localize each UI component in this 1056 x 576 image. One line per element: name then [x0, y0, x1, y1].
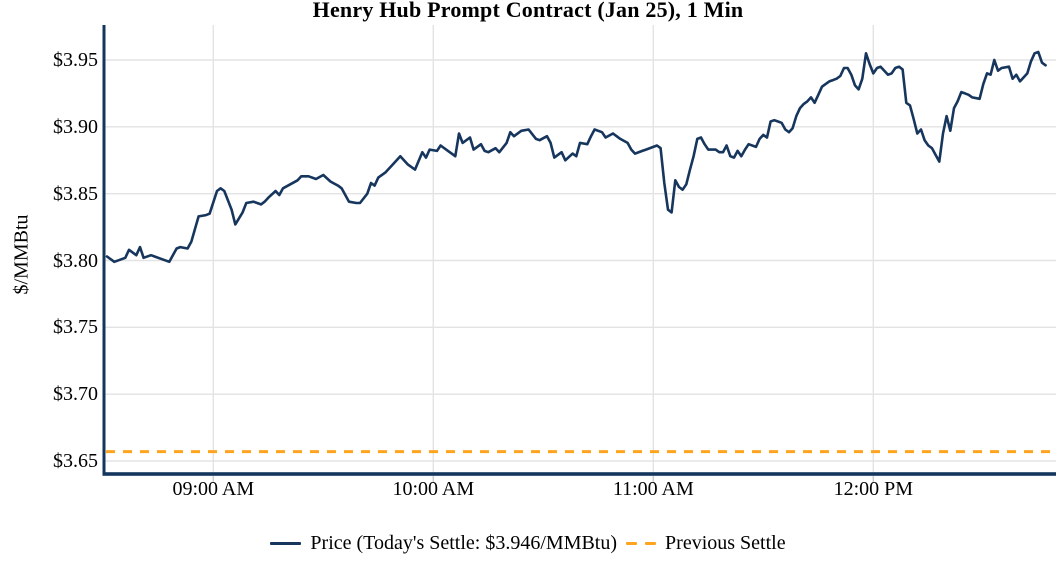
- y-tick-label: $3.95: [53, 49, 98, 71]
- y-tick-label: $3.65: [53, 450, 98, 472]
- x-tick-label: 10:00 AM: [392, 478, 475, 500]
- y-tick-label: $3.80: [53, 249, 98, 272]
- previous-settle-legend-label: Previous Settle: [665, 532, 786, 554]
- y-tick-label: $3.70: [53, 383, 98, 406]
- price-legend-label: Price (Today's Settle: $3.946/MMBtu): [310, 532, 618, 554]
- chart-legend: Price (Today's Settle: $3.946/MMBtu) Pre…: [0, 532, 1056, 555]
- y-tick-label: $3.85: [53, 182, 98, 205]
- y-tick-label: $3.90: [53, 115, 98, 138]
- price-line: [105, 50, 1047, 264]
- x-tick-label: 12:00 PM: [833, 478, 914, 500]
- x-axis-spine: [102, 472, 1056, 476]
- x-tick-label: 11:00 AM: [612, 478, 694, 500]
- price-line-legend-swatch: [270, 542, 302, 545]
- previous-settle-legend-swatch: [626, 541, 657, 546]
- y-tick-label: $3.75: [53, 316, 98, 339]
- y-axis-spine: [102, 25, 106, 474]
- x-tick-label: 09:00 AM: [172, 478, 255, 500]
- chart-title: Henry Hub Prompt Contract (Jan 25), 1 Mi…: [312, 0, 744, 22]
